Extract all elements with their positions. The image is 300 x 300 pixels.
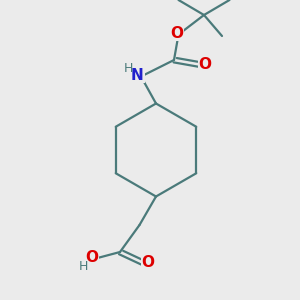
Text: O: O bbox=[198, 57, 212, 72]
Text: O: O bbox=[141, 255, 154, 270]
Text: N: N bbox=[131, 68, 144, 82]
Text: H: H bbox=[124, 62, 133, 76]
Text: O: O bbox=[85, 250, 99, 266]
Text: O: O bbox=[170, 26, 184, 40]
Text: H: H bbox=[78, 260, 88, 273]
